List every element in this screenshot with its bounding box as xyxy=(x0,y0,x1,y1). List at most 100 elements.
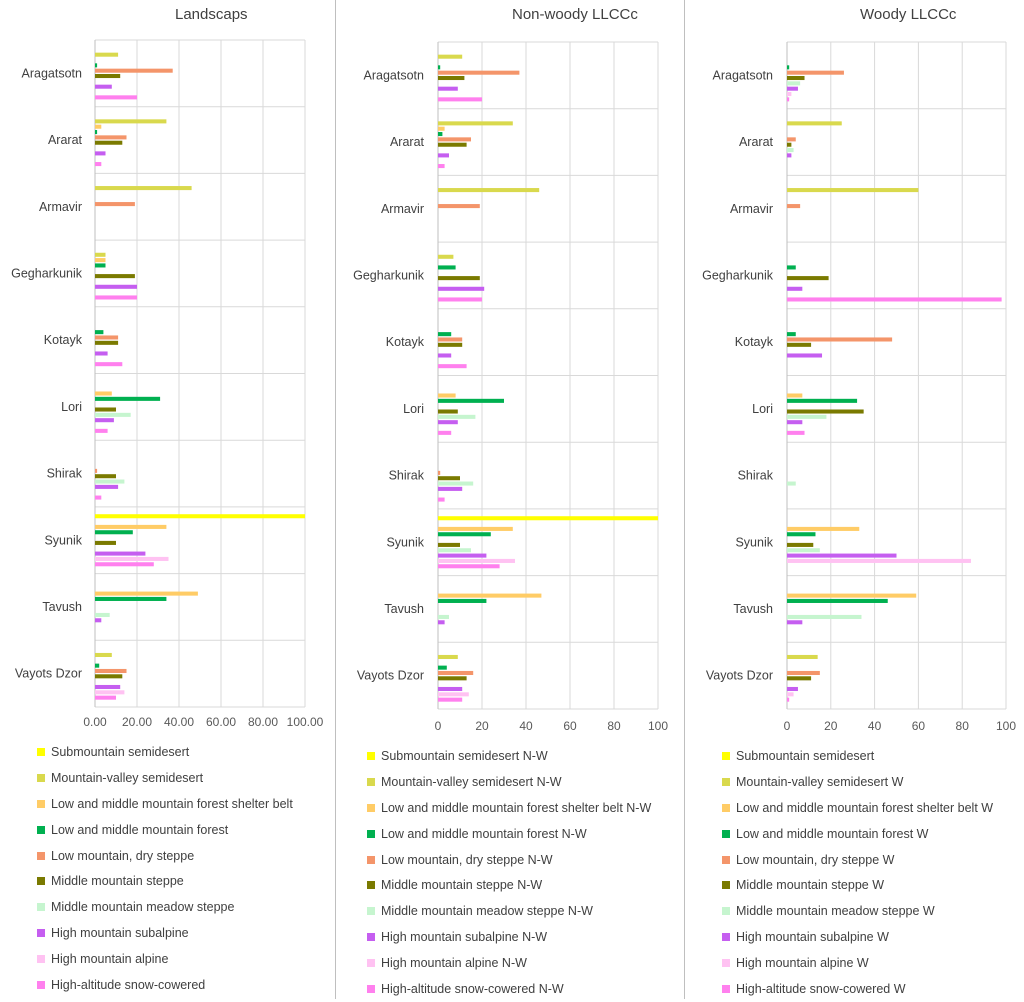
chart-title: Woody LLCCc xyxy=(860,6,957,23)
legend-item: High mountain alpine xyxy=(37,946,293,972)
bar-vayots-dzor-low-mountain-dry-steppe xyxy=(95,668,127,674)
legend-non-woody: Submountain semidesert N-W Mountain-valle… xyxy=(367,743,651,1002)
bar-lori-low-and-middle-mountain-forest-n-w xyxy=(438,398,504,403)
bar-aragatsotn-high-mountain-alpine-w xyxy=(787,91,792,97)
bar-kotayk-middle-mountain-steppe xyxy=(95,340,119,345)
bar-lori-high-altitude-snow-cowered-n-w xyxy=(438,430,452,435)
bar-vayots-dzor-high-altitude-snow-cowered-n-w xyxy=(438,697,463,702)
legend-swatch xyxy=(367,829,375,838)
bar-tavush-low-and-middle-mountain-forest-shelter-belt-w xyxy=(787,593,917,598)
category-label: Gegharkunik xyxy=(702,268,774,282)
legend-swatch xyxy=(722,803,730,812)
bar-lori-high-altitude-snow-cowered-w xyxy=(787,430,805,435)
legend-label: Low and middle mountain forest shelter b… xyxy=(381,800,652,815)
bar-vayots-dzor-low-and-middle-mountain-forest xyxy=(95,663,100,668)
legend-swatch xyxy=(37,903,45,912)
legend-swatch xyxy=(37,825,45,834)
legend-label: Low mountain, dry steppe N-W xyxy=(381,852,553,867)
bar-syunik-high-mountain-subalpine-w xyxy=(787,553,897,558)
legend-label: High-altitude snow-cowered W xyxy=(736,981,906,996)
legend-swatch xyxy=(367,751,375,760)
bar-tavush-middle-mountain-meadow-steppe-n-w xyxy=(438,614,449,619)
bar-aragatsotn-mountain-valley-semidesert xyxy=(95,52,119,57)
bar-vayots-dzor-high-mountain-subalpine xyxy=(95,684,121,690)
bar-aragatsotn-middle-mountain-meadow-steppe-w xyxy=(787,81,801,86)
legend-label: High mountain alpine W xyxy=(736,956,869,971)
legend-item: High mountain subalpine N-W xyxy=(367,924,651,950)
legend-label: Mountain-valley semidesert W xyxy=(736,774,904,789)
legend-item: High mountain subalpine W xyxy=(722,924,993,950)
x-tick-label: 20 xyxy=(475,719,489,733)
bar-aragatsotn-high-altitude-snow-cowered xyxy=(95,95,137,100)
legend-swatch xyxy=(37,980,45,989)
bar-kotayk-high-altitude-snow-cowered xyxy=(95,362,123,367)
bar-aragatsotn-low-and-middle-mountain-forest-w xyxy=(787,65,790,70)
bar-ararat-low-mountain-dry-steppe-w xyxy=(787,137,796,142)
bar-tavush-low-and-middle-mountain-forest-w xyxy=(787,598,888,603)
bar-kotayk-high-mountain-subalpine-n-w xyxy=(438,353,452,358)
bar-aragatsotn-high-altitude-snow-cowered-n-w xyxy=(438,97,482,102)
x-tick-label: 0.00 xyxy=(83,715,107,729)
bar-syunik-middle-mountain-steppe-w xyxy=(787,542,814,547)
legend-swatch xyxy=(722,907,730,916)
bar-armavir-mountain-valley-semidesert xyxy=(95,186,192,191)
legend-item: Middle mountain steppe N-W xyxy=(367,872,651,898)
bar-lori-low-and-middle-mountain-forest-shelter-belt xyxy=(95,391,112,396)
category-label: Ararat xyxy=(48,133,83,147)
bar-vayots-dzor-middle-mountain-steppe xyxy=(95,674,123,679)
legend-swatch xyxy=(37,851,45,860)
bar-gegharkunik-high-mountain-subalpine xyxy=(95,284,137,289)
bar-lori-middle-mountain-steppe-w xyxy=(787,409,864,414)
bar-aragatsotn-high-mountain-subalpine xyxy=(95,84,112,89)
bar-kotayk-low-and-middle-mountain-forest-w xyxy=(787,332,796,337)
bar-vayots-dzor-low-mountain-dry-steppe-w xyxy=(787,670,820,676)
bar-vayots-dzor-low-mountain-dry-steppe-n-w xyxy=(438,670,474,676)
category-label: Armavir xyxy=(381,202,424,216)
legend-label: High mountain subalpine W xyxy=(736,930,889,945)
bar-gegharkunik-low-and-middle-mountain-forest xyxy=(95,263,106,268)
bar-ararat-mountain-valley-semidesert xyxy=(95,119,167,124)
legend-label: Mountain-valley semidesert N-W xyxy=(381,774,562,789)
legend-item: High mountain alpine W xyxy=(722,950,993,976)
legend-item: Submountain semidesert xyxy=(722,743,993,769)
bar-aragatsotn-low-and-middle-mountain-forest-n-w xyxy=(438,65,441,70)
category-label: Ararat xyxy=(739,135,774,149)
bar-lori-high-altitude-snow-cowered xyxy=(95,428,108,433)
legend-label: Middle mountain meadow steppe xyxy=(51,900,235,915)
bar-shirak-middle-mountain-steppe-n-w xyxy=(438,476,460,481)
bar-kotayk-high-mountain-subalpine-w xyxy=(787,353,823,358)
legend-label: Middle mountain steppe xyxy=(51,874,184,889)
bar-gegharkunik-mountain-valley-semidesert-n-w xyxy=(438,254,454,259)
category-label: Tavush xyxy=(384,602,424,616)
chart-title: Landscaps xyxy=(175,6,248,23)
legend-swatch xyxy=(367,907,375,916)
legend-swatch xyxy=(37,799,45,808)
category-label: Lori xyxy=(403,402,424,416)
legend-item: Middle mountain meadow steppe W xyxy=(722,898,993,924)
bar-ararat-low-and-middle-mountain-forest-shelter-belt-n-w xyxy=(438,126,445,131)
legend-item: Low and middle mountain forest shelter b… xyxy=(722,795,993,821)
legend-label: Low and middle mountain forest N-W xyxy=(381,826,587,841)
x-tick-label: 0 xyxy=(784,719,791,733)
bar-shirak-middle-mountain-meadow-steppe xyxy=(95,479,125,484)
category-label: Vayots Dzor xyxy=(15,667,82,681)
bar-tavush-low-and-middle-mountain-forest-n-w xyxy=(438,598,487,603)
category-label: Lori xyxy=(752,402,773,416)
legend-swatch xyxy=(722,751,730,760)
legend-label: Submountain semidesert xyxy=(736,748,875,763)
legend-label: Low and middle mountain forest xyxy=(51,822,229,837)
bar-tavush-middle-mountain-meadow-steppe xyxy=(95,612,110,617)
category-label: Gegharkunik xyxy=(353,268,425,282)
bar-tavush-low-and-middle-mountain-forest-shelter-belt xyxy=(95,591,198,596)
bar-lori-low-and-middle-mountain-forest-shelter-belt-n-w xyxy=(438,393,456,398)
legend-item: Middle mountain meadow steppe N-W xyxy=(367,898,651,924)
legend-item: Low and middle mountain forest N-W xyxy=(367,821,651,847)
legend-label: Submountain semidesert xyxy=(51,744,190,759)
bar-vayots-dzor-high-altitude-snow-cowered-w xyxy=(787,697,790,702)
legend-swatch xyxy=(37,955,45,964)
legend-swatch xyxy=(367,933,375,942)
bar-gegharkunik-high-mountain-subalpine-n-w xyxy=(438,286,485,291)
category-label: Kotayk xyxy=(735,335,774,349)
bar-syunik-high-mountain-subalpine-n-w xyxy=(438,553,487,558)
chart-title: Non-woody LLCCc xyxy=(512,6,638,23)
